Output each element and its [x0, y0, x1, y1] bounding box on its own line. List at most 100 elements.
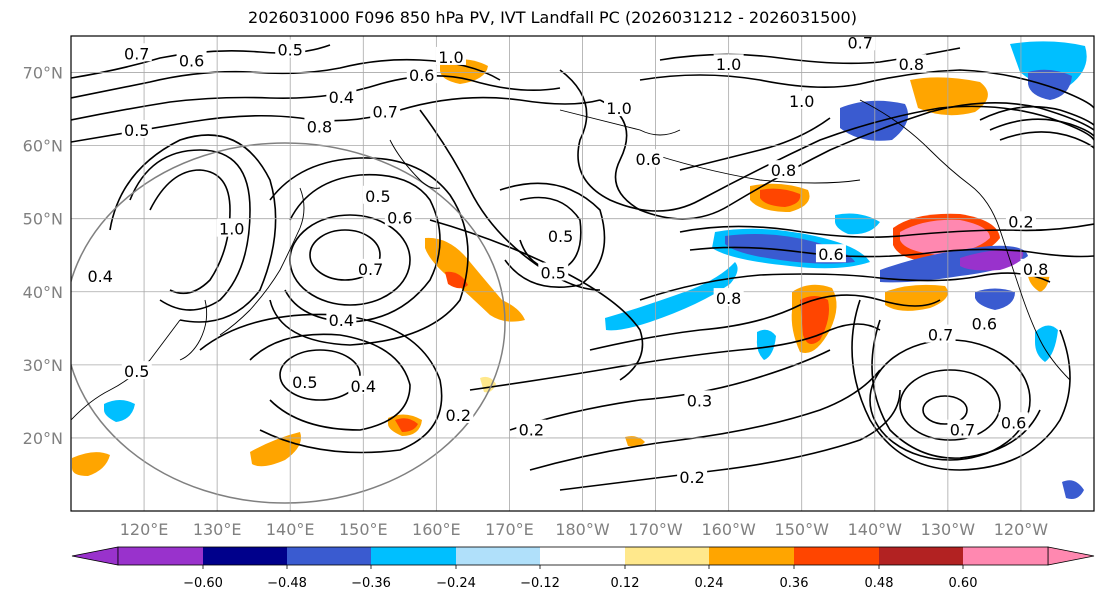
contour-line	[639, 69, 1094, 109]
contour-line	[71, 75, 561, 121]
contour-line	[71, 96, 601, 143]
lon-tick-label: 160°W	[701, 520, 756, 539]
contour-label: 0.5	[541, 264, 566, 283]
contour-label-bg	[538, 262, 569, 281]
lon-tick-label: 150°W	[775, 520, 830, 539]
contour-label-bg	[384, 207, 415, 226]
contour-label-bg	[216, 218, 247, 237]
contour-label: 1.0	[789, 92, 814, 111]
contour-label-bg	[768, 160, 799, 179]
contour-label: 0.4	[351, 377, 376, 396]
contour-label-bg	[355, 258, 386, 277]
contour-label: 0.8	[771, 161, 796, 180]
contour-label: 0.6	[636, 150, 661, 169]
contour-label-bg	[370, 101, 401, 120]
coastline-kamchatka	[389, 139, 441, 189]
colorbar-tick-label: 0.12	[611, 576, 640, 591]
contour-label-bg	[925, 324, 956, 343]
longitude-labels: 120°E 130°E 140°E 150°E 160°E 170°E 180°W 170°W…	[120, 520, 1049, 539]
contour-line	[559, 389, 901, 491]
contour-label-bg	[326, 310, 357, 328]
contour-label-bg	[677, 467, 708, 486]
lon-tick-label: 160°E	[412, 520, 461, 539]
colorbar-frame	[117, 546, 1049, 566]
contour-label: 0.2	[446, 406, 471, 425]
contour-label: 0.2	[519, 421, 544, 440]
coastline-north-america-west	[999, 229, 1071, 381]
lat-tick-label: 40°N	[23, 283, 63, 302]
contour-label-bg	[713, 54, 744, 73]
contour-label-bg	[969, 313, 1000, 332]
colorbar-tick-label: 0.36	[780, 576, 809, 591]
pv-shading-pink-core	[900, 219, 990, 255]
colorbar-extend-min	[71, 546, 119, 566]
contour-line	[499, 182, 606, 288]
colorbar-tick-label: −0.36	[351, 576, 391, 591]
contour-label-bg	[326, 87, 357, 106]
contour-line	[519, 196, 582, 271]
contour-line	[199, 313, 443, 454]
pv-shading-orange-arctic	[910, 77, 988, 116]
contour-kuril-low-inner	[309, 229, 381, 281]
contour-label: 0.6	[1001, 413, 1026, 432]
pv-shading-orange-s3	[72, 452, 110, 476]
contour-label: 0.7	[928, 326, 953, 345]
colorbar-segment	[371, 547, 456, 565]
contour-label-bg	[275, 39, 306, 58]
contour-label: 1.0	[716, 55, 741, 74]
colorbar-segment	[794, 547, 879, 565]
pv-shading-orange-s2	[250, 432, 301, 467]
pv-shading-blue-ca	[1035, 325, 1058, 362]
contour-label-bg	[348, 375, 379, 394]
contour-label-bg	[289, 372, 320, 391]
contour-label: 0.4	[329, 88, 354, 107]
lon-tick-label: 150°E	[339, 520, 388, 539]
pv-shading-blue-pac	[756, 329, 776, 360]
contour-label-bg	[998, 412, 1029, 431]
colorbar-segment	[203, 547, 287, 565]
contour-label-bg	[121, 120, 152, 138]
lat-tick-label: 20°N	[23, 429, 63, 448]
contour-label-bg	[633, 149, 664, 168]
colorbar-tick-label: 0.48	[865, 576, 894, 591]
lat-tick-label: 70°N	[23, 64, 63, 83]
contour-label: 0.6	[818, 245, 843, 264]
contour-line	[249, 333, 411, 431]
pv-shading-red-ne	[760, 188, 801, 207]
lon-tick-label: 170°E	[485, 520, 534, 539]
contour-label: 0.5	[124, 362, 149, 381]
colorbar-segment	[709, 547, 794, 565]
contour-line	[979, 105, 1094, 126]
contour-line	[129, 149, 251, 311]
lon-tick-label: 130°W	[921, 520, 976, 539]
contour-south-low	[279, 349, 361, 401]
latitude-labels: 70°N 60°N 50°N 40°N 30°N 20°N	[23, 64, 63, 448]
lat-tick-label: 60°N	[23, 137, 63, 156]
colorbar-tick-label: 0.60	[949, 576, 978, 591]
contour-label: 1.0	[219, 220, 244, 239]
colorbar-ticks: −0.60 −0.48 −0.36 −0.24 −0.12 0.12 0.24 0.36 0.4…	[183, 565, 977, 591]
contour-label-bg	[176, 50, 207, 69]
lon-tick-label: 180°W	[555, 520, 610, 539]
contour-label-bg	[435, 46, 466, 65]
contour-label: 0.8	[1023, 260, 1048, 279]
contour-label: 0.7	[950, 421, 975, 440]
lon-tick-label: 120°W	[994, 520, 1049, 539]
contour-label: 0.7	[847, 33, 872, 52]
contour-label: 0.5	[124, 121, 149, 140]
pv-shading-blue-arc	[605, 262, 738, 331]
contour-label-bg	[845, 36, 876, 51]
contour-low-ne-pacific-core	[922, 395, 968, 425]
lon-tick-label: 130°E	[193, 520, 242, 539]
contour-labels: 0.7 0.60.5 1.00.60.40.70.80.51.01.01.00.70…	[85, 33, 1051, 487]
contour-label-bg	[85, 266, 116, 285]
contour-label-bg	[362, 185, 393, 204]
contour-label-bg	[1020, 258, 1051, 277]
contour-label-bg	[443, 405, 474, 423]
contour-line	[269, 157, 469, 346]
contour-line	[529, 369, 881, 471]
contour-label: 0.7	[358, 260, 383, 279]
contour-label-bg	[604, 98, 635, 117]
colorbar-tick-label: 0.24	[695, 576, 724, 591]
contour-label: 0.6	[179, 52, 204, 71]
